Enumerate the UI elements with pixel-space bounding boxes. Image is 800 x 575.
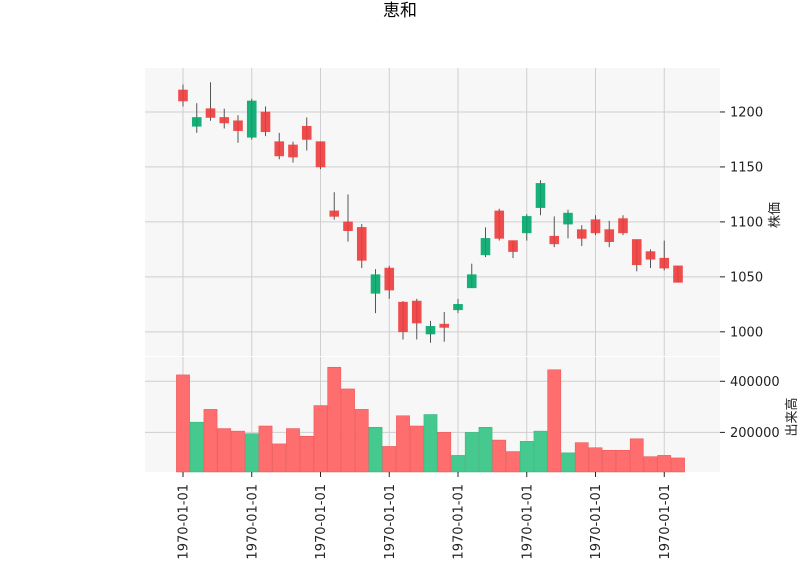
volume-bar: [451, 455, 465, 473]
candle-body: [494, 210, 505, 239]
candle-body: [178, 89, 188, 102]
volume-bar: [409, 425, 424, 473]
volume-bar: [561, 452, 575, 473]
price-tick-label: 1100: [730, 215, 763, 230]
candle-body: [205, 108, 216, 118]
volume-bar: [313, 405, 328, 473]
candle-body: [645, 251, 656, 260]
candle-body: [549, 235, 560, 245]
price-panel: 1000 1050 1100 1150 1200: [145, 68, 763, 357]
volume-bar: [299, 435, 314, 473]
candle-body: [439, 323, 450, 328]
price-panel-background: [145, 68, 720, 356]
x-axis: 1970-01-01 1970-01-01 1970-01-01 1970-01-01…: [177, 472, 673, 560]
candle-body: [191, 117, 202, 127]
candle-body: [301, 125, 312, 140]
candle-body: [288, 144, 298, 158]
volume-bar: [492, 439, 507, 473]
x-tick-label: 1970-01-01: [177, 484, 192, 560]
price-axis-label: 株価: [768, 202, 783, 228]
volume-bar: [189, 421, 204, 473]
volume-tick-label: 200000: [730, 426, 780, 441]
candle-body: [453, 304, 463, 311]
candle-body: [535, 183, 546, 208]
candle-body: [274, 141, 285, 157]
volume-bar: [547, 369, 562, 473]
candle-body: [590, 219, 601, 234]
candle-body: [398, 301, 408, 333]
candle-body: [233, 120, 243, 131]
candle-body: [480, 238, 491, 256]
candle-body: [631, 239, 642, 266]
volume-bar: [657, 455, 672, 473]
volume-bar: [616, 450, 630, 473]
x-tick-label: 1970-01-01: [383, 484, 398, 560]
volume-bar: [423, 414, 438, 473]
volume-bar: [643, 456, 658, 473]
price-tick-label: 1150: [730, 160, 763, 175]
candle-body: [260, 111, 271, 133]
volume-bar: [519, 441, 534, 473]
candle-body: [370, 274, 381, 294]
volume-bar: [176, 374, 190, 473]
candle-body: [466, 274, 477, 289]
volume-bar: [382, 446, 397, 473]
candle-body: [659, 257, 670, 269]
volume-bar: [272, 443, 287, 473]
candle-body: [343, 221, 353, 231]
candle-body: [508, 240, 518, 252]
x-tick-label: 1970-01-01: [658, 484, 673, 560]
volume-tick-label: 400000: [730, 375, 780, 390]
volume-bar: [588, 447, 603, 473]
volume-bar: [533, 430, 548, 473]
candle-body: [384, 267, 395, 291]
volume-bar: [396, 415, 410, 473]
price-tick-label: 1050: [730, 270, 763, 285]
volume-bar: [231, 430, 245, 473]
volume-bar: [327, 366, 342, 473]
volume-bar: [437, 432, 452, 473]
candle-body: [315, 141, 326, 168]
x-tick-label: 1970-01-01: [314, 484, 329, 560]
candle-body: [618, 218, 628, 234]
volume-axis-label: 出来高: [784, 397, 800, 436]
volume-bar: [464, 432, 479, 473]
candle-body: [356, 227, 367, 261]
candle-body: [329, 210, 340, 217]
volume-bar: [286, 428, 300, 473]
candle-body: [521, 216, 532, 234]
volume-bar: [354, 409, 369, 473]
volume-bar: [478, 427, 493, 473]
x-tick-label: 1970-01-01: [245, 484, 260, 560]
candle-body: [246, 100, 257, 138]
candle-body: [576, 229, 587, 239]
volume-bar: [368, 427, 383, 473]
volume-bar: [244, 433, 259, 473]
candle-body: [604, 229, 615, 242]
candle-body: [411, 300, 422, 324]
x-tick-label: 1970-01-01: [520, 484, 535, 560]
volume-bar: [671, 457, 685, 473]
price-tick-label: 1200: [730, 105, 763, 120]
chart-title: 恵和: [383, 1, 417, 21]
volume-bar: [203, 409, 218, 473]
x-tick-label: 1970-01-01: [452, 484, 467, 560]
candle-body: [425, 326, 436, 335]
x-tick-label: 1970-01-01: [589, 484, 604, 560]
candle-body: [673, 265, 683, 283]
volume-bar: [341, 388, 355, 473]
candle-body: [563, 212, 573, 225]
volume-panel: 200000 400000: [145, 357, 780, 473]
volume-bar: [217, 428, 232, 473]
volume-bar: [629, 438, 644, 473]
volume-bar: [602, 450, 617, 473]
price-tick-label: 1000: [730, 325, 763, 340]
volume-bar: [506, 451, 520, 473]
candle-body: [219, 117, 230, 124]
volume-bar: [258, 425, 273, 473]
volume-bar: [574, 442, 589, 473]
